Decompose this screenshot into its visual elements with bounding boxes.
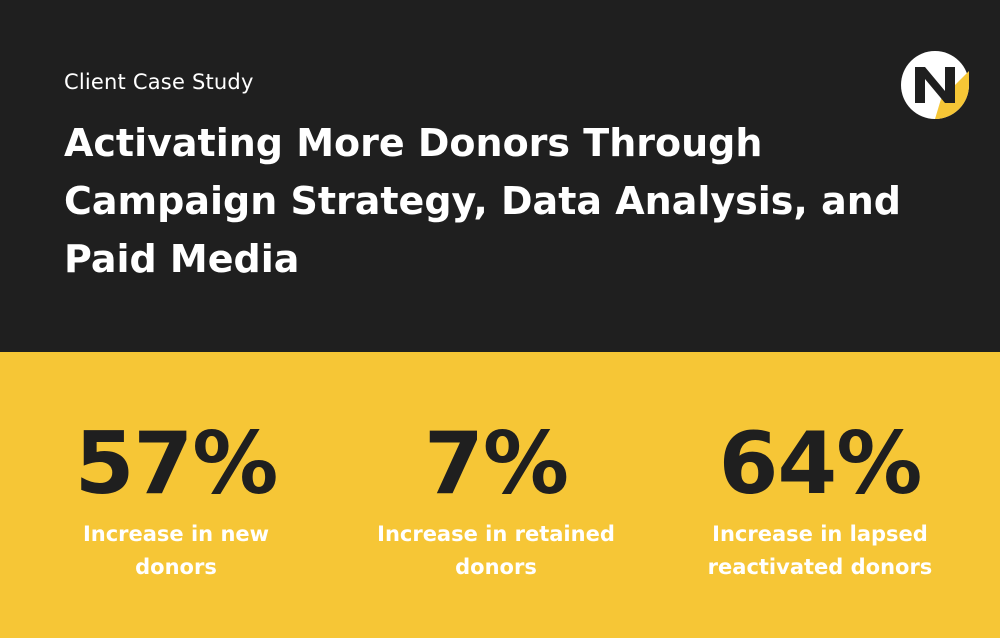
stats-section: 57% Increase in new donors 7% Increase i… xyxy=(0,352,1000,638)
stat-value: 57% xyxy=(74,414,279,514)
stat-reactivated-donors: 64% Increase in lapsed reactivated donor… xyxy=(680,414,960,584)
header-section: Client Case Study Activating More Donors… xyxy=(0,0,1000,352)
stat-value: 64% xyxy=(718,414,923,514)
eyebrow-label: Client Case Study xyxy=(64,70,254,94)
stat-new-donors: 57% Increase in new donors xyxy=(36,414,316,584)
stat-value: 7% xyxy=(423,414,569,514)
page-title: Activating More Donors Through Campaign … xyxy=(64,121,901,281)
stat-retained-donors: 7% Increase in retained donors xyxy=(356,414,636,584)
n-logo-icon xyxy=(901,51,969,119)
stat-label: Increase in new donors xyxy=(82,522,270,579)
stat-label: Increase in lapsed reactivated donors xyxy=(707,522,933,579)
stat-label: Increase in retained donors xyxy=(377,522,615,579)
